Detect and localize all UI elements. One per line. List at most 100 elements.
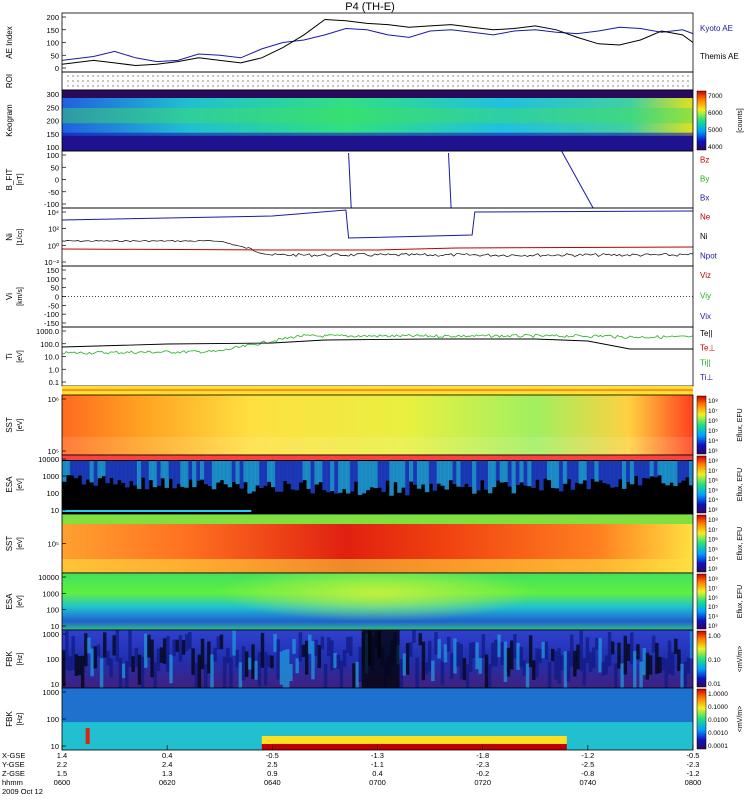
roi-dot: [657, 85, 659, 87]
roi-dot: [572, 80, 574, 82]
roi-dot: [222, 75, 224, 77]
spectrogram-cell: [543, 461, 548, 479]
roi-dot: [507, 80, 509, 82]
roi-dot: [562, 85, 564, 87]
spectrogram-cell: [87, 637, 91, 654]
roi-dot: [467, 75, 469, 77]
roi-dot: [112, 80, 114, 82]
roi-dot: [282, 80, 284, 82]
spectrogram-cell: [527, 461, 532, 487]
roi-dot: [322, 85, 324, 87]
spectrogram-cell: [495, 461, 501, 481]
roi-dot: [322, 80, 324, 82]
roi-dot: [422, 80, 424, 82]
roi-dot: [222, 80, 224, 82]
spectrogram-cell: [519, 646, 523, 667]
spectrogram-cell: [62, 650, 66, 687]
spectrogram-cell: [144, 461, 150, 490]
roi-dot: [462, 80, 464, 82]
y-tick-label: 100: [46, 151, 59, 160]
spectrogram-cell: [642, 648, 646, 676]
panel-ae: AE Index 200 150 100 50 0 Kyoto AE Themis AE: [5, 12, 739, 73]
legend-entry: Themis AE: [700, 52, 739, 61]
x-tick-label: 0720: [474, 778, 491, 787]
roi-dot: [422, 85, 424, 87]
series-line-kyoto-ae: [61, 26, 694, 63]
panel-keogram: Keogram 300 250 200 150 100 7000 6000 5000 4000 [c…: [5, 89, 744, 152]
spectrogram-cell: [661, 657, 665, 671]
roi-dot: [537, 85, 539, 87]
roi-dot: [297, 85, 299, 87]
ephemeris-label: X-GSE: [2, 751, 25, 760]
roi-dot: [77, 80, 79, 82]
spectrogram-cell: [101, 461, 106, 477]
roi-dot: [392, 80, 394, 82]
spectrogram-cell: [629, 632, 634, 665]
spectrogram-cell: [345, 636, 350, 653]
spectrogram-cell: [286, 649, 290, 688]
spectrogram-cell: [598, 461, 603, 481]
roi-dot: [232, 75, 234, 77]
y-tick-label: 100.0: [40, 340, 59, 349]
spectrogram-cell: [140, 656, 145, 688]
roi-dot: [277, 85, 279, 87]
panel-border: [61, 12, 694, 73]
spectrogram-cell: [535, 461, 540, 480]
separator-line: [62, 389, 693, 391]
roi-dot: [92, 85, 94, 87]
roi-dot: [287, 80, 289, 82]
y-axis-unit: [1/cc]: [17, 229, 24, 246]
spectrogram-cell: [468, 461, 473, 488]
roi-dot: [452, 80, 454, 82]
roi-dot: [172, 85, 174, 87]
roi-dot: [207, 85, 209, 87]
spectrogram-spike: [85, 728, 90, 744]
spectrogram-cell: [333, 652, 337, 668]
spectrogram-bottom: [62, 559, 693, 573]
roi-dot: [617, 75, 619, 77]
spectrogram-cell: [440, 661, 445, 686]
colorbar: [696, 573, 707, 630]
roi-dot: [272, 80, 274, 82]
roi-dot: [307, 85, 309, 87]
spectrogram-cell: [566, 651, 571, 682]
colorbar-unit: Eflux, EFU: [737, 585, 744, 618]
spectrogram-cell: [310, 461, 315, 494]
panel-border: [61, 150, 694, 209]
roi-dot: [487, 80, 489, 82]
y-axis-label: ESA: [5, 593, 14, 610]
roi-dot: [637, 80, 639, 82]
roi-dot: [362, 75, 364, 77]
roi-dot: [227, 85, 229, 87]
spectrogram-cell: [569, 634, 574, 667]
roi-dot: [237, 75, 239, 77]
spectrogram-cell: [385, 461, 390, 481]
spectrogram-cell: [65, 631, 69, 670]
spectrogram-cell: [511, 461, 517, 494]
spectrogram-cell: [415, 657, 419, 694]
roi-dot: [187, 85, 189, 87]
roi-dot: [522, 85, 524, 87]
y-tick-label: 50: [51, 51, 59, 60]
ephemeris-label: 2009 Oct 12: [2, 787, 43, 796]
roi-dot: [507, 75, 509, 77]
y-tick-label: 1000: [42, 589, 59, 598]
colorbar-tick: 0.0010: [708, 730, 728, 737]
roi-dot: [332, 75, 334, 77]
roi-dot: [97, 75, 99, 77]
spectrogram-cell: [109, 658, 113, 678]
roi-dot: [682, 75, 684, 77]
y-tick-label: 100: [46, 275, 59, 284]
spectrogram-cell: [152, 461, 158, 488]
roi-dot: [192, 85, 194, 87]
spectrogram-cell: [263, 652, 268, 686]
roi-dot: [307, 75, 309, 77]
spectrogram-cell: [71, 635, 75, 670]
panel-fbk1: FBK [Hz] 1000 100 10 1.00 0.10 0.01 <mV/m>: [5, 629, 744, 704]
spectrogram-cell: [188, 632, 192, 650]
y-tick-label: 10000: [38, 455, 59, 464]
spectrogram-cell: [620, 663, 624, 690]
roi-dot: [302, 75, 304, 77]
spectrogram-cell: [405, 461, 410, 496]
spectrogram-cell: [629, 461, 635, 485]
